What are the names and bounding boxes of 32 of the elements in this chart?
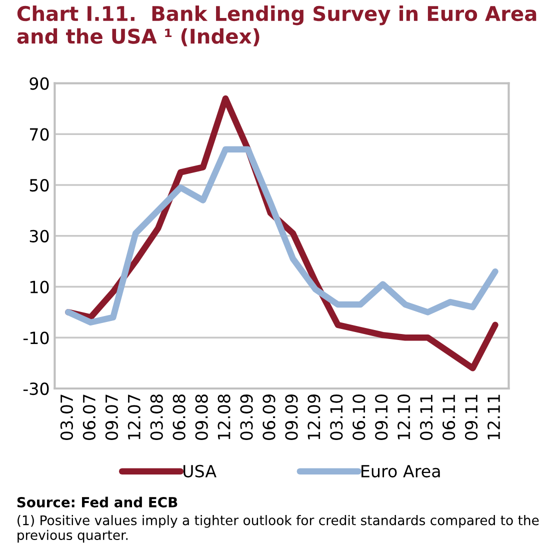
x-tick-label: 09.07 (105, 394, 118, 440)
x-tick-label: 12.09 (308, 394, 320, 440)
y-tick-label: -30 (23, 382, 49, 396)
x-tick-label: 03.10 (330, 394, 343, 440)
x-tick-label: 12.08 (218, 394, 230, 440)
x-tick-label: 06.08 (172, 394, 186, 440)
x-tick-label: 03.07 (60, 394, 74, 440)
x-tick-label: 09.11 (464, 394, 478, 440)
y-tick-label: -10 (23, 332, 49, 344)
x-tick-label: 06.10 (352, 394, 366, 440)
legend-label: Euro Area (362, 465, 440, 478)
x-tick-label: 09.08 (195, 394, 208, 440)
y-tick-label: 90 (30, 77, 49, 90)
legend-label: USA (184, 464, 216, 478)
x-tick-label: 12.10 (398, 394, 410, 440)
x-tick-label: 12.11 (487, 394, 500, 440)
source-note: Source: Fed and ECB (17, 496, 178, 508)
y-tick-label: 70 (30, 128, 49, 141)
x-tick-label: 06.11 (442, 394, 456, 440)
y-tick-label: 30 (30, 230, 49, 242)
x-tick-label: 03.08 (150, 394, 163, 440)
x-tick-label: 03.11 (420, 394, 433, 440)
chart-title: Chart I.11. Bank Lending Survey in Euro Area and the USA ¹ (Index) (17, 6, 536, 46)
y-tick-label: 10 (30, 280, 49, 294)
y-tick-label: 50 (30, 178, 49, 192)
x-tick-label: 06.09 (262, 394, 276, 440)
x-tick-label: 09.10 (375, 394, 388, 440)
x-tick-label: 12.07 (128, 394, 140, 440)
text: (1) Positive values imply a tighter outlook for credit standards compared to the previous quarter. (18, 515, 539, 543)
x-tick-label: 03.09 (240, 394, 253, 440)
x-tick-label: 06.07 (82, 394, 96, 440)
x-tick-label: 09.09 (285, 394, 298, 440)
